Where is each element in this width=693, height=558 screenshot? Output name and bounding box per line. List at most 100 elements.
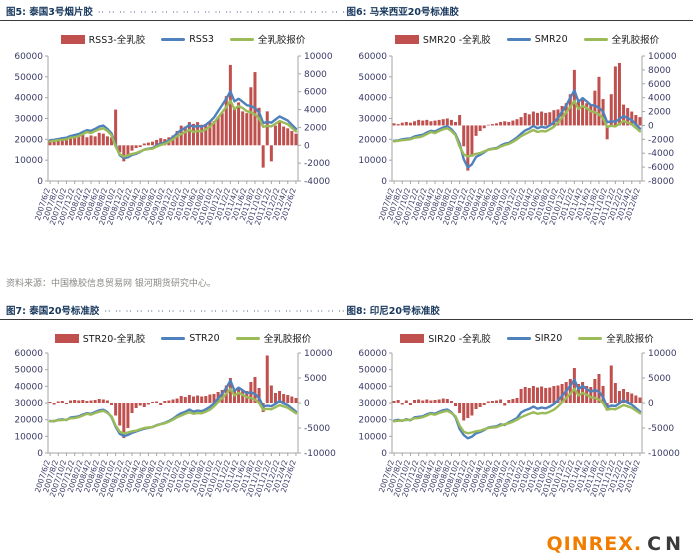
svg-text:0: 0 xyxy=(304,399,310,409)
svg-text:60000: 60000 xyxy=(358,52,387,62)
svg-text:2000: 2000 xyxy=(304,123,327,133)
svg-text:0: 0 xyxy=(381,177,387,187)
svg-text:-4000: -4000 xyxy=(648,149,674,159)
svg-text:10000: 10000 xyxy=(358,156,387,166)
legend-label: SMR20 xyxy=(534,33,568,45)
line-swatch-icon xyxy=(229,37,254,41)
svg-text:-4000: -4000 xyxy=(304,177,330,187)
chart-sir20-canvas: 0100002000030000400005000060000-10000-50… xyxy=(358,349,680,498)
charts-row-1: RSS3-全乳胶 RSS3 全乳胶报价 0 10000 20000 30000 4000… xyxy=(0,21,693,244)
svg-text:20000: 20000 xyxy=(14,135,43,145)
watermark-brand: QINREX. xyxy=(546,533,643,555)
legend-label: SIR20 xyxy=(534,332,563,344)
figure5-header-cell: 图5: 泰国3号烟片胶 ·· ·· ·· ·· ·· ·· ·· ·· ·· ·… xyxy=(6,4,347,18)
chart-rss3-canvas: 0100002000030000400005000060000-4000-200… xyxy=(14,52,333,226)
svg-text:10000: 10000 xyxy=(304,349,333,359)
figure5-title: 图5: 泰国3号烟片胶 xyxy=(6,7,93,18)
svg-text:-10000: -10000 xyxy=(304,449,336,459)
svg-text:8000: 8000 xyxy=(304,70,327,80)
legend-label: 全乳胶报价 xyxy=(257,35,306,46)
chart-figure-smr20: SMR20 -全乳胶 SMR20 全乳胶报价 0 10000 20000 30000 4… xyxy=(346,21,690,244)
svg-text:40000: 40000 xyxy=(358,382,387,392)
bar-swatch-icon xyxy=(60,34,85,44)
chart-figure-str20: STR20-全乳胶 STR20 全乳胶报价 0 10000 20000 30000 40… xyxy=(2,320,346,509)
svg-text:0: 0 xyxy=(37,449,43,459)
svg-text:50000: 50000 xyxy=(358,73,387,83)
svg-text:0: 0 xyxy=(381,449,387,459)
svg-text:-6000: -6000 xyxy=(648,163,674,173)
report-page: 图5: 泰国3号烟片胶 ·· ·· ·· ·· ·· ·· ·· ·· ·· ·… xyxy=(0,4,693,554)
svg-text:40000: 40000 xyxy=(358,94,387,104)
svg-text:-2000: -2000 xyxy=(648,135,674,145)
svg-text:40000: 40000 xyxy=(14,382,43,392)
legend-item: 全乳胶报价 xyxy=(229,32,306,46)
svg-text:5000: 5000 xyxy=(304,374,327,384)
legend-label: RSS3-全乳胶 xyxy=(88,35,146,46)
legend-item: SIR20 -全乳胶 xyxy=(400,331,491,345)
legend-label: 全乳胶报价 xyxy=(606,334,654,345)
svg-text:10000: 10000 xyxy=(358,432,387,442)
legend-label: 全乳胶报价 xyxy=(263,334,312,345)
svg-text:30000: 30000 xyxy=(358,399,387,409)
chart-figure-sir20: SIR20 -全乳胶 SIR20 全乳胶报价 0 10000 20000 30000 4… xyxy=(346,320,690,509)
figure6-title: 图6: 马来西亚20号标准胶 xyxy=(346,7,459,18)
legend-item: 全乳胶报价 xyxy=(583,32,659,46)
legend-item: SMR20 -全乳胶 xyxy=(394,32,491,46)
line-swatch-icon xyxy=(161,336,186,340)
line-swatch-icon xyxy=(506,336,531,340)
svg-text:20000: 20000 xyxy=(14,416,43,426)
svg-text:0: 0 xyxy=(37,177,43,187)
chart-sir20-legend: SIR20 -全乳胶 SIR20 全乳胶报价 xyxy=(364,331,690,345)
line-swatch-icon xyxy=(583,37,608,41)
svg-text:60000: 60000 xyxy=(358,349,387,359)
dotted-leader: ·· ·· ·· ·· ·· ·· ·· ·· ·· ·· ·· ·· ·· ·… xyxy=(97,8,347,17)
svg-text:-8000: -8000 xyxy=(648,177,674,187)
svg-text:0: 0 xyxy=(304,141,310,151)
svg-text:60000: 60000 xyxy=(14,52,43,62)
svg-text:50000: 50000 xyxy=(14,366,43,376)
svg-text:-2000: -2000 xyxy=(304,159,330,169)
figure6-header-cell: 图6: 马来西亚20号标准胶 xyxy=(347,4,688,18)
legend-label: SIR20 -全乳胶 xyxy=(428,334,491,345)
figure-header-row-2: 图7: 泰国20号标准胶 ·· ·· ·· ·· ·· ·· ·· ·· ·· … xyxy=(0,299,693,320)
svg-text:40000: 40000 xyxy=(14,94,43,104)
bar-swatch-icon xyxy=(394,34,419,44)
chart-str20-canvas: 0100002000030000400005000060000-10000-50… xyxy=(14,349,336,498)
svg-text:6000: 6000 xyxy=(304,88,327,98)
dotted-leader: ·· ·· ·· ·· ·· ·· ·· ·· ·· ·· ·· ·· ·· ·… xyxy=(104,307,346,316)
legend-label: RSS3 xyxy=(189,33,214,45)
chart-str20-legend: STR20-全乳胶 STR20 全乳胶报价 xyxy=(20,331,346,345)
svg-text:30000: 30000 xyxy=(14,399,43,409)
svg-text:8000: 8000 xyxy=(648,66,671,76)
svg-text:5000: 5000 xyxy=(648,374,671,384)
svg-text:50000: 50000 xyxy=(14,73,43,83)
svg-text:30000: 30000 xyxy=(14,115,43,125)
chart-figure-rss3: RSS3-全乳胶 RSS3 全乳胶报价 0 10000 20000 30000 4000… xyxy=(2,21,346,244)
line-swatch-icon xyxy=(235,336,260,340)
watermark: QINREX. CN xyxy=(547,535,685,554)
legend-label: STR20-全乳胶 xyxy=(82,334,146,345)
svg-text:10000: 10000 xyxy=(14,156,43,166)
svg-text:60000: 60000 xyxy=(14,349,43,359)
svg-text:6000: 6000 xyxy=(648,80,671,90)
svg-text:-5000: -5000 xyxy=(304,424,330,434)
bar-swatch-icon xyxy=(400,333,425,343)
svg-text:4000: 4000 xyxy=(304,106,327,116)
svg-text:2000: 2000 xyxy=(648,108,671,118)
legend-item: SIR20 xyxy=(506,332,563,344)
legend-item: 全乳胶报价 xyxy=(235,331,312,345)
chart-rss3-legend: RSS3-全乳胶 RSS3 全乳胶报价 xyxy=(20,32,346,46)
svg-text:4000: 4000 xyxy=(648,94,671,104)
legend-item: STR20 xyxy=(161,333,220,344)
chart-smr20-canvas: 0100002000030000400005000060000-8000-600… xyxy=(358,52,677,226)
svg-text:0: 0 xyxy=(648,121,654,131)
chart-smr20-legend: SMR20 -全乳胶 SMR20 全乳胶报价 xyxy=(364,32,690,46)
legend-item: SMR20 xyxy=(506,33,568,45)
legend-label: STR20 xyxy=(189,332,220,344)
svg-text:50000: 50000 xyxy=(358,366,387,376)
legend-label: SMR20 -全乳胶 xyxy=(422,35,491,46)
figure8-header-cell: 图8: 印尼20号标准胶 xyxy=(347,303,688,317)
svg-text:30000: 30000 xyxy=(358,115,387,125)
svg-text:10000: 10000 xyxy=(304,52,333,62)
bar-swatch-icon xyxy=(54,333,79,343)
